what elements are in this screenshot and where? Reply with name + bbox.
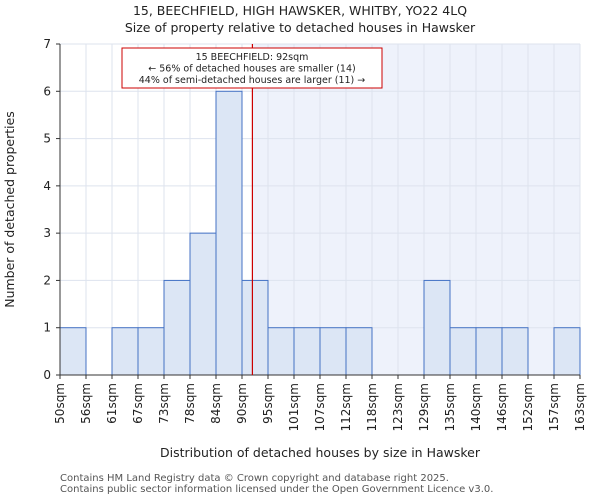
x-tick-label: 78sqm bbox=[183, 383, 197, 424]
histogram-bar bbox=[59, 327, 87, 376]
x-tick-label: 73sqm bbox=[157, 383, 171, 424]
x-tick-label: 118sqm bbox=[365, 383, 379, 431]
x-tick-label: 129sqm bbox=[417, 383, 431, 431]
x-tick-label: 84sqm bbox=[209, 383, 223, 424]
y-tick-label: 4 bbox=[43, 179, 51, 193]
chart-title: 15, BEECHFIELD, HIGH HAWSKER, WHITBY, YO… bbox=[132, 3, 468, 18]
x-tick-label: 101sqm bbox=[287, 383, 301, 431]
x-tick-label: 163sqm bbox=[573, 383, 587, 431]
x-axis-label: Distribution of detached houses by size … bbox=[160, 445, 481, 460]
x-tick-label: 50sqm bbox=[53, 383, 67, 424]
histogram-bar bbox=[137, 327, 165, 376]
histogram-bar bbox=[501, 327, 529, 376]
x-tick-label: 152sqm bbox=[521, 383, 535, 431]
histogram-bar bbox=[345, 327, 373, 376]
x-tick-label: 140sqm bbox=[469, 383, 483, 431]
y-tick-label: 0 bbox=[43, 368, 51, 382]
histogram-chart: 0 1 2 3 4 5 6 7 50sqm 56sqm 61sqm 67sqm 73sqm 78sqm 84… bbox=[2, 37, 587, 460]
x-tick-label: 135sqm bbox=[443, 383, 457, 431]
histogram-bar bbox=[215, 90, 243, 376]
y-tick-label: 2 bbox=[43, 273, 51, 287]
footer-attribution-2: Contains public sector information licen… bbox=[60, 484, 494, 495]
histogram-bar bbox=[449, 327, 477, 376]
x-tick-label: 56sqm bbox=[79, 383, 93, 424]
footer-attribution-1: Contains HM Land Registry data © Crown c… bbox=[60, 473, 449, 484]
x-tick-label: 123sqm bbox=[391, 383, 405, 431]
x-tick-label: 107sqm bbox=[313, 383, 327, 431]
x-tick-label: 112sqm bbox=[339, 383, 353, 431]
y-tick-label: 3 bbox=[43, 226, 51, 240]
histogram-bar bbox=[189, 232, 217, 376]
chart-subtitle: Size of property relative to detached ho… bbox=[124, 20, 476, 35]
annotation-text: 15 BEECHFIELD: 92sqm bbox=[196, 52, 309, 63]
histogram-bar bbox=[267, 327, 295, 376]
histogram-bar bbox=[553, 327, 581, 376]
annotation-text: ← 56% of detached houses are smaller (14… bbox=[148, 64, 355, 75]
x-tick-label: 61sqm bbox=[105, 383, 119, 424]
x-tick-label: 90sqm bbox=[235, 383, 249, 424]
histogram-bar bbox=[293, 327, 321, 376]
y-tick-label: 7 bbox=[43, 37, 51, 51]
annotation-box bbox=[121, 47, 383, 89]
histogram-bar bbox=[423, 279, 451, 376]
annotation-text: 44% of semi-detached houses are larger (… bbox=[139, 75, 366, 86]
x-tick-label: 157sqm bbox=[547, 383, 561, 431]
histogram-bar bbox=[111, 327, 139, 376]
y-tick-label: 5 bbox=[43, 132, 51, 146]
highlight-region bbox=[252, 44, 580, 375]
x-tick-label: 95sqm bbox=[261, 383, 275, 424]
y-tick-label: 6 bbox=[43, 84, 51, 98]
histogram-bar bbox=[163, 279, 191, 376]
x-tick-label: 67sqm bbox=[131, 383, 145, 424]
histogram-bar bbox=[475, 327, 503, 376]
histogram-bar bbox=[241, 279, 269, 376]
y-tick-label: 1 bbox=[43, 321, 51, 335]
histogram-bar bbox=[319, 327, 347, 376]
x-tick-label: 146sqm bbox=[495, 383, 509, 431]
y-axis-label: Number of detached properties bbox=[2, 111, 17, 308]
